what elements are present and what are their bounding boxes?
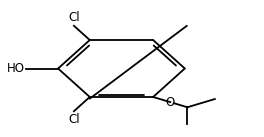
Text: O: O [166,96,175,109]
Text: Cl: Cl [68,113,80,126]
Text: HO: HO [7,62,25,75]
Text: Cl: Cl [68,11,80,24]
